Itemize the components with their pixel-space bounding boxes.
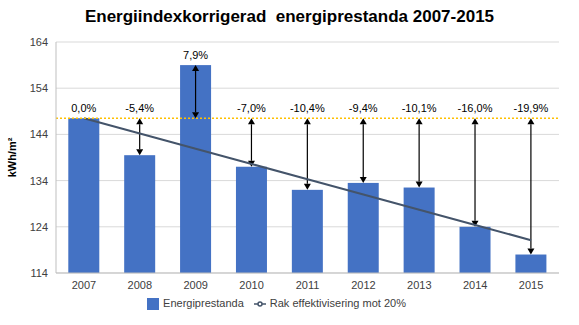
svg-text:-10,1%: -10,1% [402, 102, 437, 114]
html-text:Rak effektivisering mot 20%: Rak effektivisering mot 20% [269, 297, 406, 309]
svg-text:164: 164 [30, 36, 48, 48]
svg-text:114: 114 [30, 267, 48, 279]
svg-text:-9,4%: -9,4% [349, 102, 378, 114]
svg-text:2011: 2011 [296, 279, 320, 291]
svg-text:2007: 2007 [72, 279, 96, 291]
svg-text:-7,0%: -7,0% [237, 102, 266, 114]
svg-text:7,9%: 7,9% [183, 49, 208, 61]
svg-text:2013: 2013 [407, 279, 431, 291]
svg-text:2012: 2012 [351, 279, 375, 291]
html-text:Energiprestanda: Energiprestanda [163, 297, 244, 309]
svg-text:0,0%: 0,0% [71, 102, 96, 114]
svg-text:154: 154 [30, 82, 48, 94]
svg-text:kWh/m²: kWh/m² [8, 137, 18, 177]
svg-text:2009: 2009 [183, 279, 207, 291]
svg-text:2014: 2014 [463, 279, 487, 291]
svg-text:2015: 2015 [519, 279, 543, 291]
html-text:Energiindexkorrigerad energipr: Energiindexkorrigerad energiprestanda 20… [84, 7, 495, 26]
svg-text:134: 134 [30, 175, 48, 187]
svg-text:2010: 2010 [239, 279, 263, 291]
svg-text:-19,9%: -19,9% [513, 102, 548, 114]
svg-text:2008: 2008 [128, 279, 152, 291]
svg-text:144: 144 [30, 128, 48, 140]
svg-text:-5,4%: -5,4% [125, 102, 154, 114]
svg-text:124: 124 [30, 221, 48, 233]
svg-text:-10,4%: -10,4% [290, 102, 325, 114]
svg-text:-16,0%: -16,0% [458, 102, 493, 114]
